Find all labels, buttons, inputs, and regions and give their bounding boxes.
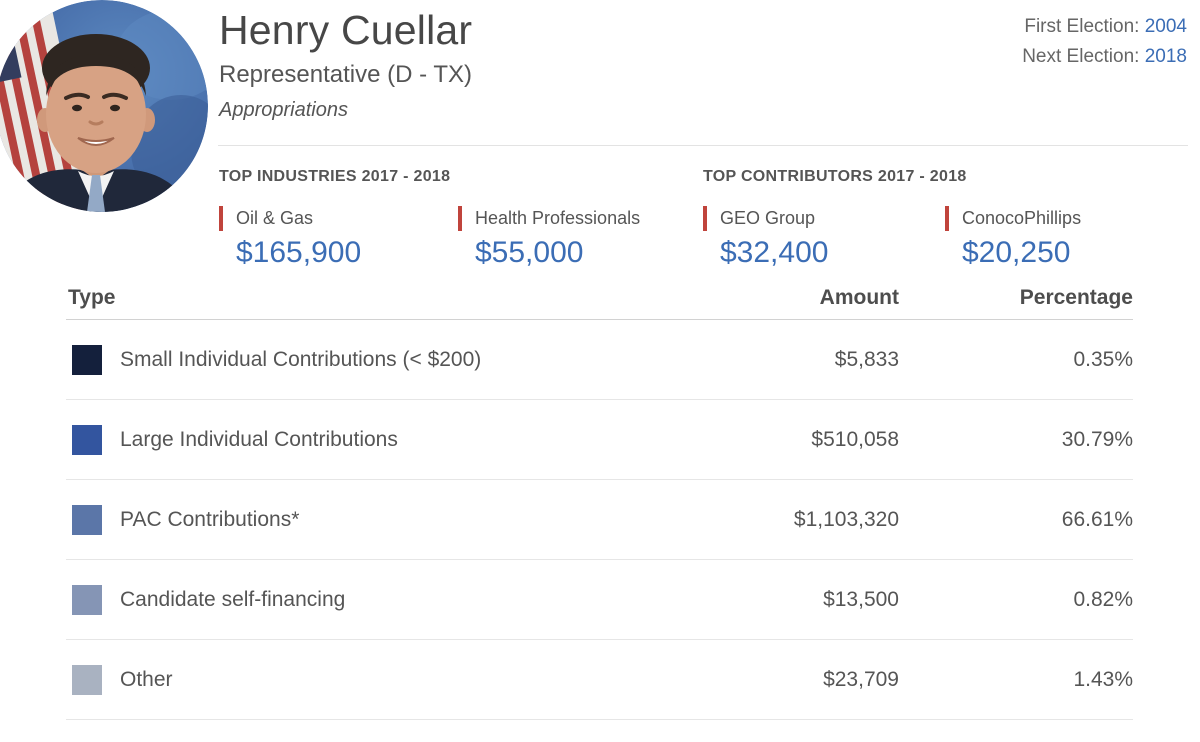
contribution-type: Candidate self-financing	[120, 587, 346, 611]
table-row: Candidate self-financing $13,500 0.82%	[66, 560, 1133, 640]
contributor-name-row: GEO Group	[703, 206, 828, 231]
legend-swatch	[72, 504, 102, 535]
election-info: First Election: 2004 Next Election: 2018	[1022, 12, 1187, 72]
table-row: Large Individual Contributions $510,058 …	[66, 400, 1133, 480]
table-header: Type Amount Percentage	[66, 284, 1133, 320]
contribution-percentage: 30.79%	[1061, 427, 1133, 451]
contribution-amount: $13,500	[823, 587, 899, 611]
contributor-amount-link[interactable]: $32,400	[720, 236, 829, 269]
contributions-table: Type Amount Percentage Small Individual …	[66, 284, 1133, 720]
profile-committee: Appropriations	[219, 99, 348, 122]
red-accent-bar	[945, 206, 949, 231]
contributor-name: GEO Group	[720, 208, 816, 228]
table-row: Small Individual Contributions (< $200) …	[66, 320, 1133, 400]
industry-item: Health Professionals $55,000	[458, 206, 640, 270]
industry-item: Oil & Gas $165,900	[219, 206, 361, 270]
contribution-percentage: 66.61%	[1061, 507, 1133, 531]
legend-swatch	[72, 344, 102, 375]
contribution-type: PAC Contributions*	[120, 507, 300, 531]
profile-title: Representative (D - TX)	[219, 61, 472, 89]
contributor-item: ConocoPhillips $20,250	[945, 206, 1081, 270]
next-election-label: Next Election:	[1022, 46, 1140, 67]
legend-swatch	[72, 664, 102, 695]
portrait-illustration	[0, 0, 208, 212]
contribution-amount: $510,058	[811, 427, 899, 451]
contribution-percentage: 0.82%	[1073, 587, 1133, 611]
top-industries-heading: TOP INDUSTRIES 2017 - 2018	[219, 168, 451, 185]
column-header-amount: Amount	[819, 286, 899, 309]
column-header-percentage: Percentage	[1019, 286, 1133, 309]
industry-amount-link[interactable]: $55,000	[475, 236, 584, 269]
contribution-type: Small Individual Contributions (< $200)	[120, 347, 482, 371]
contribution-type: Large Individual Contributions	[120, 427, 398, 451]
contribution-percentage: 0.35%	[1073, 347, 1133, 371]
table-row: PAC Contributions* $1,103,320 66.61%	[66, 480, 1133, 560]
contributor-amount-link[interactable]: $20,250	[962, 236, 1071, 269]
next-election-year-link[interactable]: 2018	[1144, 46, 1187, 67]
first-election-year-link[interactable]: 2004	[1144, 16, 1187, 37]
industry-name: Health Professionals	[475, 208, 641, 228]
red-accent-bar	[219, 206, 223, 231]
profile-name: Henry Cuellar	[219, 7, 473, 53]
legend-swatch	[72, 424, 102, 455]
red-accent-bar	[458, 206, 462, 231]
table-row: Other $23,709 1.43%	[66, 640, 1133, 720]
red-accent-bar	[703, 206, 707, 231]
top-contributors-heading: TOP CONTRIBUTORS 2017 - 2018	[703, 168, 967, 185]
industry-name-row: Oil & Gas	[219, 206, 361, 231]
contributor-item: GEO Group $32,400	[703, 206, 828, 270]
contribution-amount: $1,103,320	[793, 507, 899, 531]
contributor-name: ConocoPhillips	[962, 208, 1082, 228]
contribution-amount: $5,833	[834, 347, 899, 371]
contributor-name-row: ConocoPhillips	[945, 206, 1081, 231]
industry-name-row: Health Professionals	[458, 206, 640, 231]
profile-photo	[0, 0, 208, 212]
contribution-type: Other	[120, 667, 173, 691]
industry-amount-link[interactable]: $165,900	[236, 236, 362, 269]
column-header-type: Type	[68, 286, 116, 309]
legend-swatch	[72, 584, 102, 615]
next-election-line: Next Election: 2018	[1022, 42, 1187, 72]
contribution-amount: $23,709	[823, 667, 899, 691]
first-election-label: First Election:	[1024, 16, 1140, 37]
industry-name: Oil & Gas	[236, 208, 314, 228]
first-election-line: First Election: 2004	[1022, 12, 1187, 42]
contribution-percentage: 1.43%	[1073, 667, 1133, 691]
header-divider	[218, 145, 1188, 146]
